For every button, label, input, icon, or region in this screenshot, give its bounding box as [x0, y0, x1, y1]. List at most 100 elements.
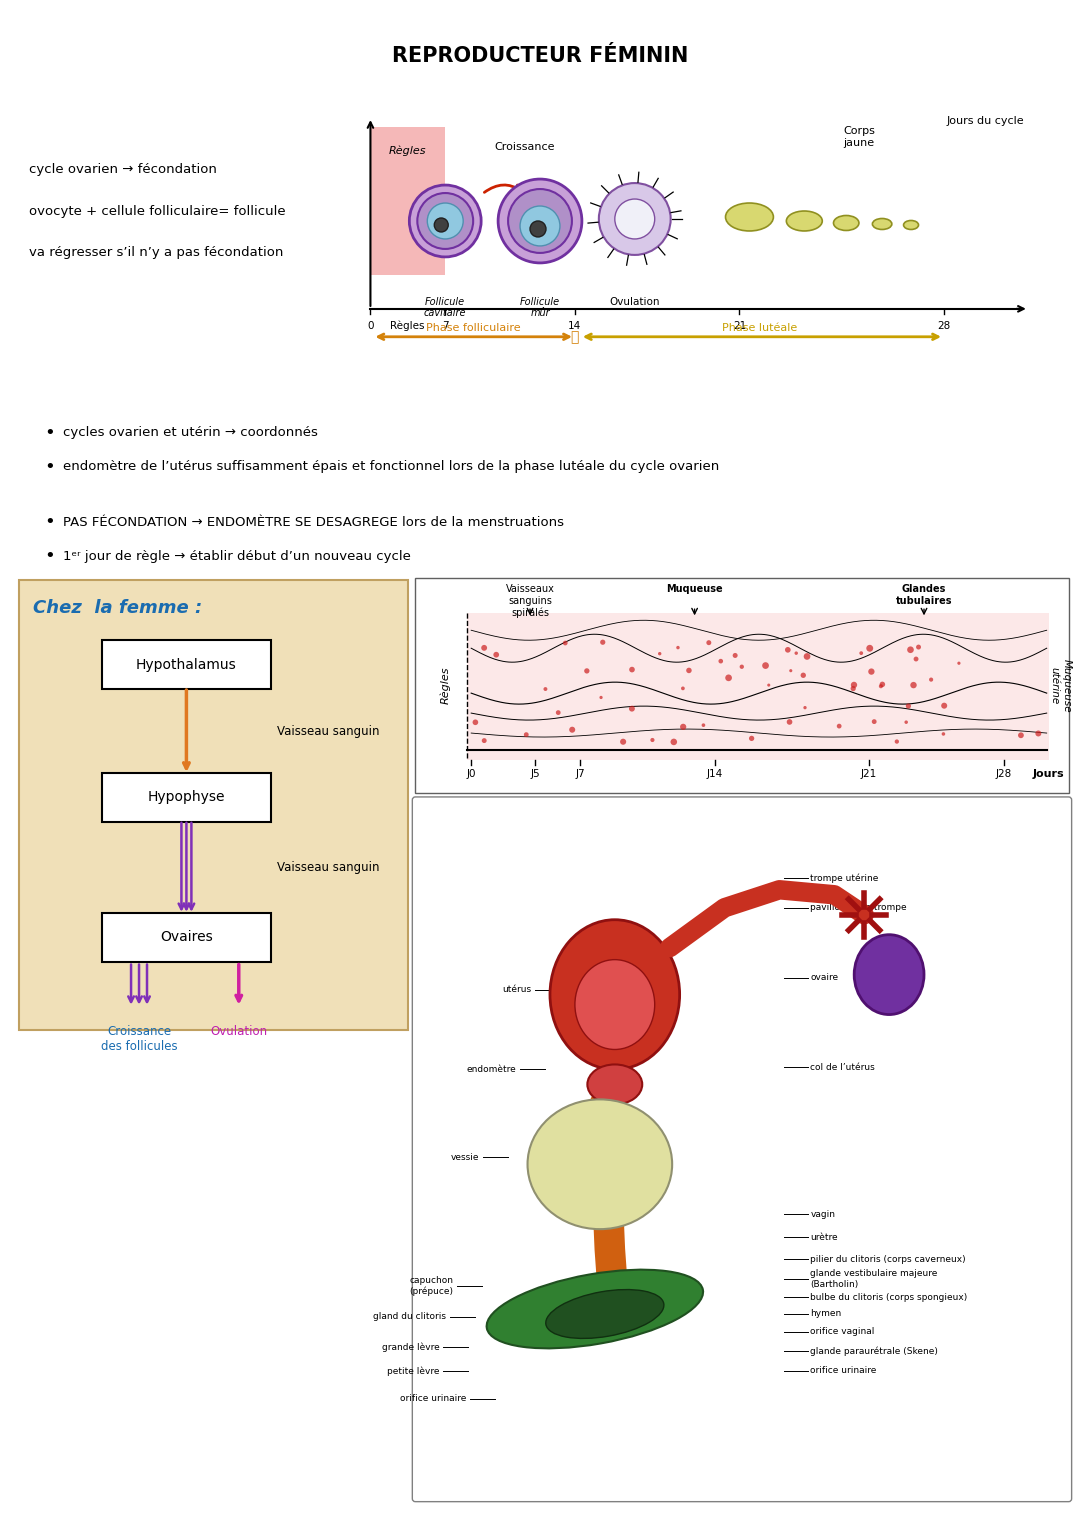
Circle shape	[681, 687, 685, 690]
Text: Hypothalamus: Hypothalamus	[136, 658, 237, 672]
Text: Phase lutéale: Phase lutéale	[721, 322, 797, 333]
Circle shape	[599, 696, 603, 699]
Text: pilier du clitoris (corps caverneux): pilier du clitoris (corps caverneux)	[810, 1255, 966, 1264]
Circle shape	[941, 702, 947, 709]
Text: •: •	[44, 458, 55, 475]
Circle shape	[837, 724, 841, 728]
Circle shape	[732, 654, 738, 658]
Ellipse shape	[786, 211, 822, 231]
Text: 28: 28	[937, 321, 950, 331]
Text: ovaire: ovaire	[810, 973, 838, 982]
Circle shape	[620, 739, 626, 745]
Ellipse shape	[545, 1290, 664, 1339]
Circle shape	[906, 704, 912, 709]
Text: Ovulation: Ovulation	[609, 296, 660, 307]
Circle shape	[556, 710, 561, 715]
FancyBboxPatch shape	[103, 773, 271, 822]
Text: Ovaires: Ovaires	[160, 930, 213, 944]
Circle shape	[482, 644, 487, 651]
Circle shape	[676, 646, 679, 649]
Circle shape	[563, 641, 568, 646]
Text: glande paraurétrale (Skene): glande paraurétrale (Skene)	[810, 1347, 939, 1356]
Circle shape	[409, 185, 482, 257]
Circle shape	[851, 681, 858, 689]
Text: Croissance: Croissance	[495, 142, 555, 153]
Circle shape	[686, 667, 691, 673]
Circle shape	[629, 705, 635, 712]
Circle shape	[543, 687, 548, 692]
Ellipse shape	[527, 1099, 672, 1229]
FancyBboxPatch shape	[416, 579, 1068, 793]
Text: Vaisseaux
sanguins
spiralés: Vaisseaux sanguins spiralés	[505, 585, 554, 618]
Ellipse shape	[575, 959, 654, 1049]
Text: J0: J0	[467, 770, 476, 779]
Circle shape	[866, 644, 874, 652]
Text: Follicule
mûr: Follicule mûr	[519, 296, 561, 319]
Circle shape	[498, 179, 582, 263]
Text: vessie: vessie	[450, 1153, 480, 1162]
Text: Muqueuse: Muqueuse	[666, 585, 723, 594]
Circle shape	[762, 663, 769, 669]
Text: trompe utérine: trompe utérine	[810, 873, 879, 883]
Ellipse shape	[854, 935, 924, 1014]
Text: grande lèvre: grande lèvre	[381, 1342, 440, 1351]
Circle shape	[473, 719, 478, 725]
Text: orifice vaginal: orifice vaginal	[810, 1327, 875, 1336]
Text: Follicule
cavitaire: Follicule cavitaire	[424, 296, 467, 319]
FancyBboxPatch shape	[370, 127, 445, 275]
Circle shape	[894, 739, 899, 744]
Circle shape	[718, 658, 724, 663]
Ellipse shape	[588, 1064, 643, 1104]
Text: pavillon de la trompe: pavillon de la trompe	[810, 904, 907, 912]
Text: J7: J7	[575, 770, 584, 779]
Text: •: •	[44, 547, 55, 565]
Circle shape	[740, 664, 744, 669]
Circle shape	[702, 724, 705, 727]
Text: Vaisseau sanguin: Vaisseau sanguin	[276, 861, 379, 873]
Text: endomètre de l’utérus suffisamment épais et fonctionnel lors de la phase lutéale: endomètre de l’utérus suffisamment épais…	[64, 460, 719, 473]
Circle shape	[600, 640, 606, 644]
Circle shape	[750, 736, 754, 741]
Text: hymen: hymen	[810, 1310, 841, 1318]
Text: Corps
jaune: Corps jaune	[843, 127, 875, 148]
FancyBboxPatch shape	[103, 913, 271, 962]
Circle shape	[767, 684, 770, 687]
Circle shape	[508, 189, 572, 253]
Text: PAS FÉCONDATION → ENDOMÈTRE SE DESAGREGE lors de la menstruations: PAS FÉCONDATION → ENDOMÈTRE SE DESAGREGE…	[64, 516, 564, 528]
Text: gland du clitoris: gland du clitoris	[374, 1313, 446, 1321]
Circle shape	[650, 738, 654, 742]
Text: bulbe du clitoris (corps spongieux): bulbe du clitoris (corps spongieux)	[810, 1292, 968, 1301]
Text: va régresser s’il n’y a pas fécondation: va régresser s’il n’y a pas fécondation	[29, 246, 284, 260]
Text: J28: J28	[996, 770, 1012, 779]
Text: J5: J5	[530, 770, 540, 779]
Circle shape	[584, 669, 590, 673]
Text: 1ᵉʳ jour de règle → établir début d’un nouveau cycle: 1ᵉʳ jour de règle → établir début d’un n…	[64, 550, 411, 563]
Circle shape	[914, 657, 918, 661]
Text: 〈: 〈	[570, 330, 579, 344]
Text: 0: 0	[367, 321, 374, 331]
Ellipse shape	[487, 1269, 703, 1348]
Circle shape	[872, 719, 877, 724]
Circle shape	[879, 684, 883, 689]
Circle shape	[1036, 730, 1041, 736]
Ellipse shape	[550, 919, 679, 1069]
Circle shape	[929, 678, 933, 681]
Text: orifice urinaire: orifice urinaire	[810, 1367, 877, 1376]
Text: vagin: vagin	[810, 1209, 835, 1219]
Text: Vaisseau sanguin: Vaisseau sanguin	[276, 724, 379, 738]
Text: Phase folliculaire: Phase folliculaire	[426, 322, 521, 333]
Circle shape	[942, 731, 945, 736]
Circle shape	[910, 683, 917, 689]
Text: col de l’utérus: col de l’utérus	[810, 1063, 875, 1072]
Text: capuchon
(prépuce): capuchon (prépuce)	[409, 1277, 454, 1296]
Circle shape	[786, 719, 793, 725]
Circle shape	[804, 654, 810, 660]
Circle shape	[804, 705, 807, 710]
Circle shape	[658, 652, 661, 655]
Circle shape	[598, 183, 671, 255]
Circle shape	[630, 667, 635, 672]
Circle shape	[569, 727, 576, 733]
Text: 7: 7	[442, 321, 448, 331]
Text: REPRODUCTEUR FÉMININ: REPRODUCTEUR FÉMININ	[392, 46, 688, 66]
Text: Muqueuse
utérine: Muqueuse utérine	[1050, 658, 1071, 713]
